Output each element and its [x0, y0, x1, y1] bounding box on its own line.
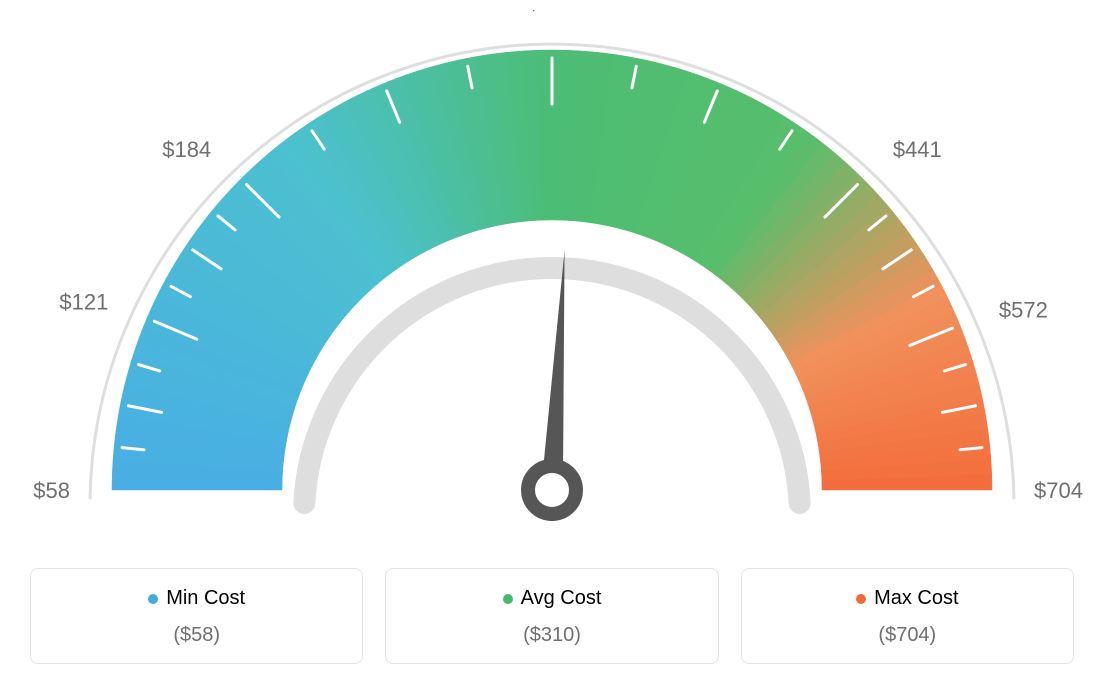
dot-icon: [856, 594, 866, 604]
gauge-needle: [543, 250, 565, 470]
dot-icon: [503, 594, 513, 604]
needle-hub: [528, 466, 576, 514]
legend-value-avg: ($310): [396, 624, 707, 647]
cost-gauge: $58 $121 $184 $310 $441 $572 $704: [10, 10, 1094, 560]
tick-label: $310: [528, 10, 577, 15]
legend-label-max: Max Cost: [874, 587, 958, 610]
legend-card-min: Min Cost ($58): [30, 568, 363, 664]
legend-label-avg: Avg Cost: [521, 587, 602, 610]
legend-card-avg: Avg Cost ($310): [385, 568, 718, 664]
tick-label: $704: [1034, 478, 1083, 503]
legend-value-min: ($58): [41, 624, 352, 647]
legend-title-max: Max Cost: [856, 587, 958, 610]
legend-title-avg: Avg Cost: [503, 587, 602, 610]
legend-title-min: Min Cost: [148, 587, 245, 610]
tick-label: $572: [999, 297, 1048, 322]
legend-value-max: ($704): [752, 624, 1063, 647]
legend-label-min: Min Cost: [166, 587, 245, 610]
legend-card-max: Max Cost ($704): [741, 568, 1074, 664]
tick-label: $58: [33, 478, 70, 503]
tick-label: $121: [59, 290, 108, 315]
tick-label: $184: [162, 137, 211, 162]
dot-icon: [148, 594, 158, 604]
gauge-svg: $58 $121 $184 $310 $441 $572 $704: [10, 10, 1094, 560]
legend-row: Min Cost ($58) Avg Cost ($310) Max Cost …: [10, 568, 1094, 664]
tick-label: $441: [893, 137, 942, 162]
